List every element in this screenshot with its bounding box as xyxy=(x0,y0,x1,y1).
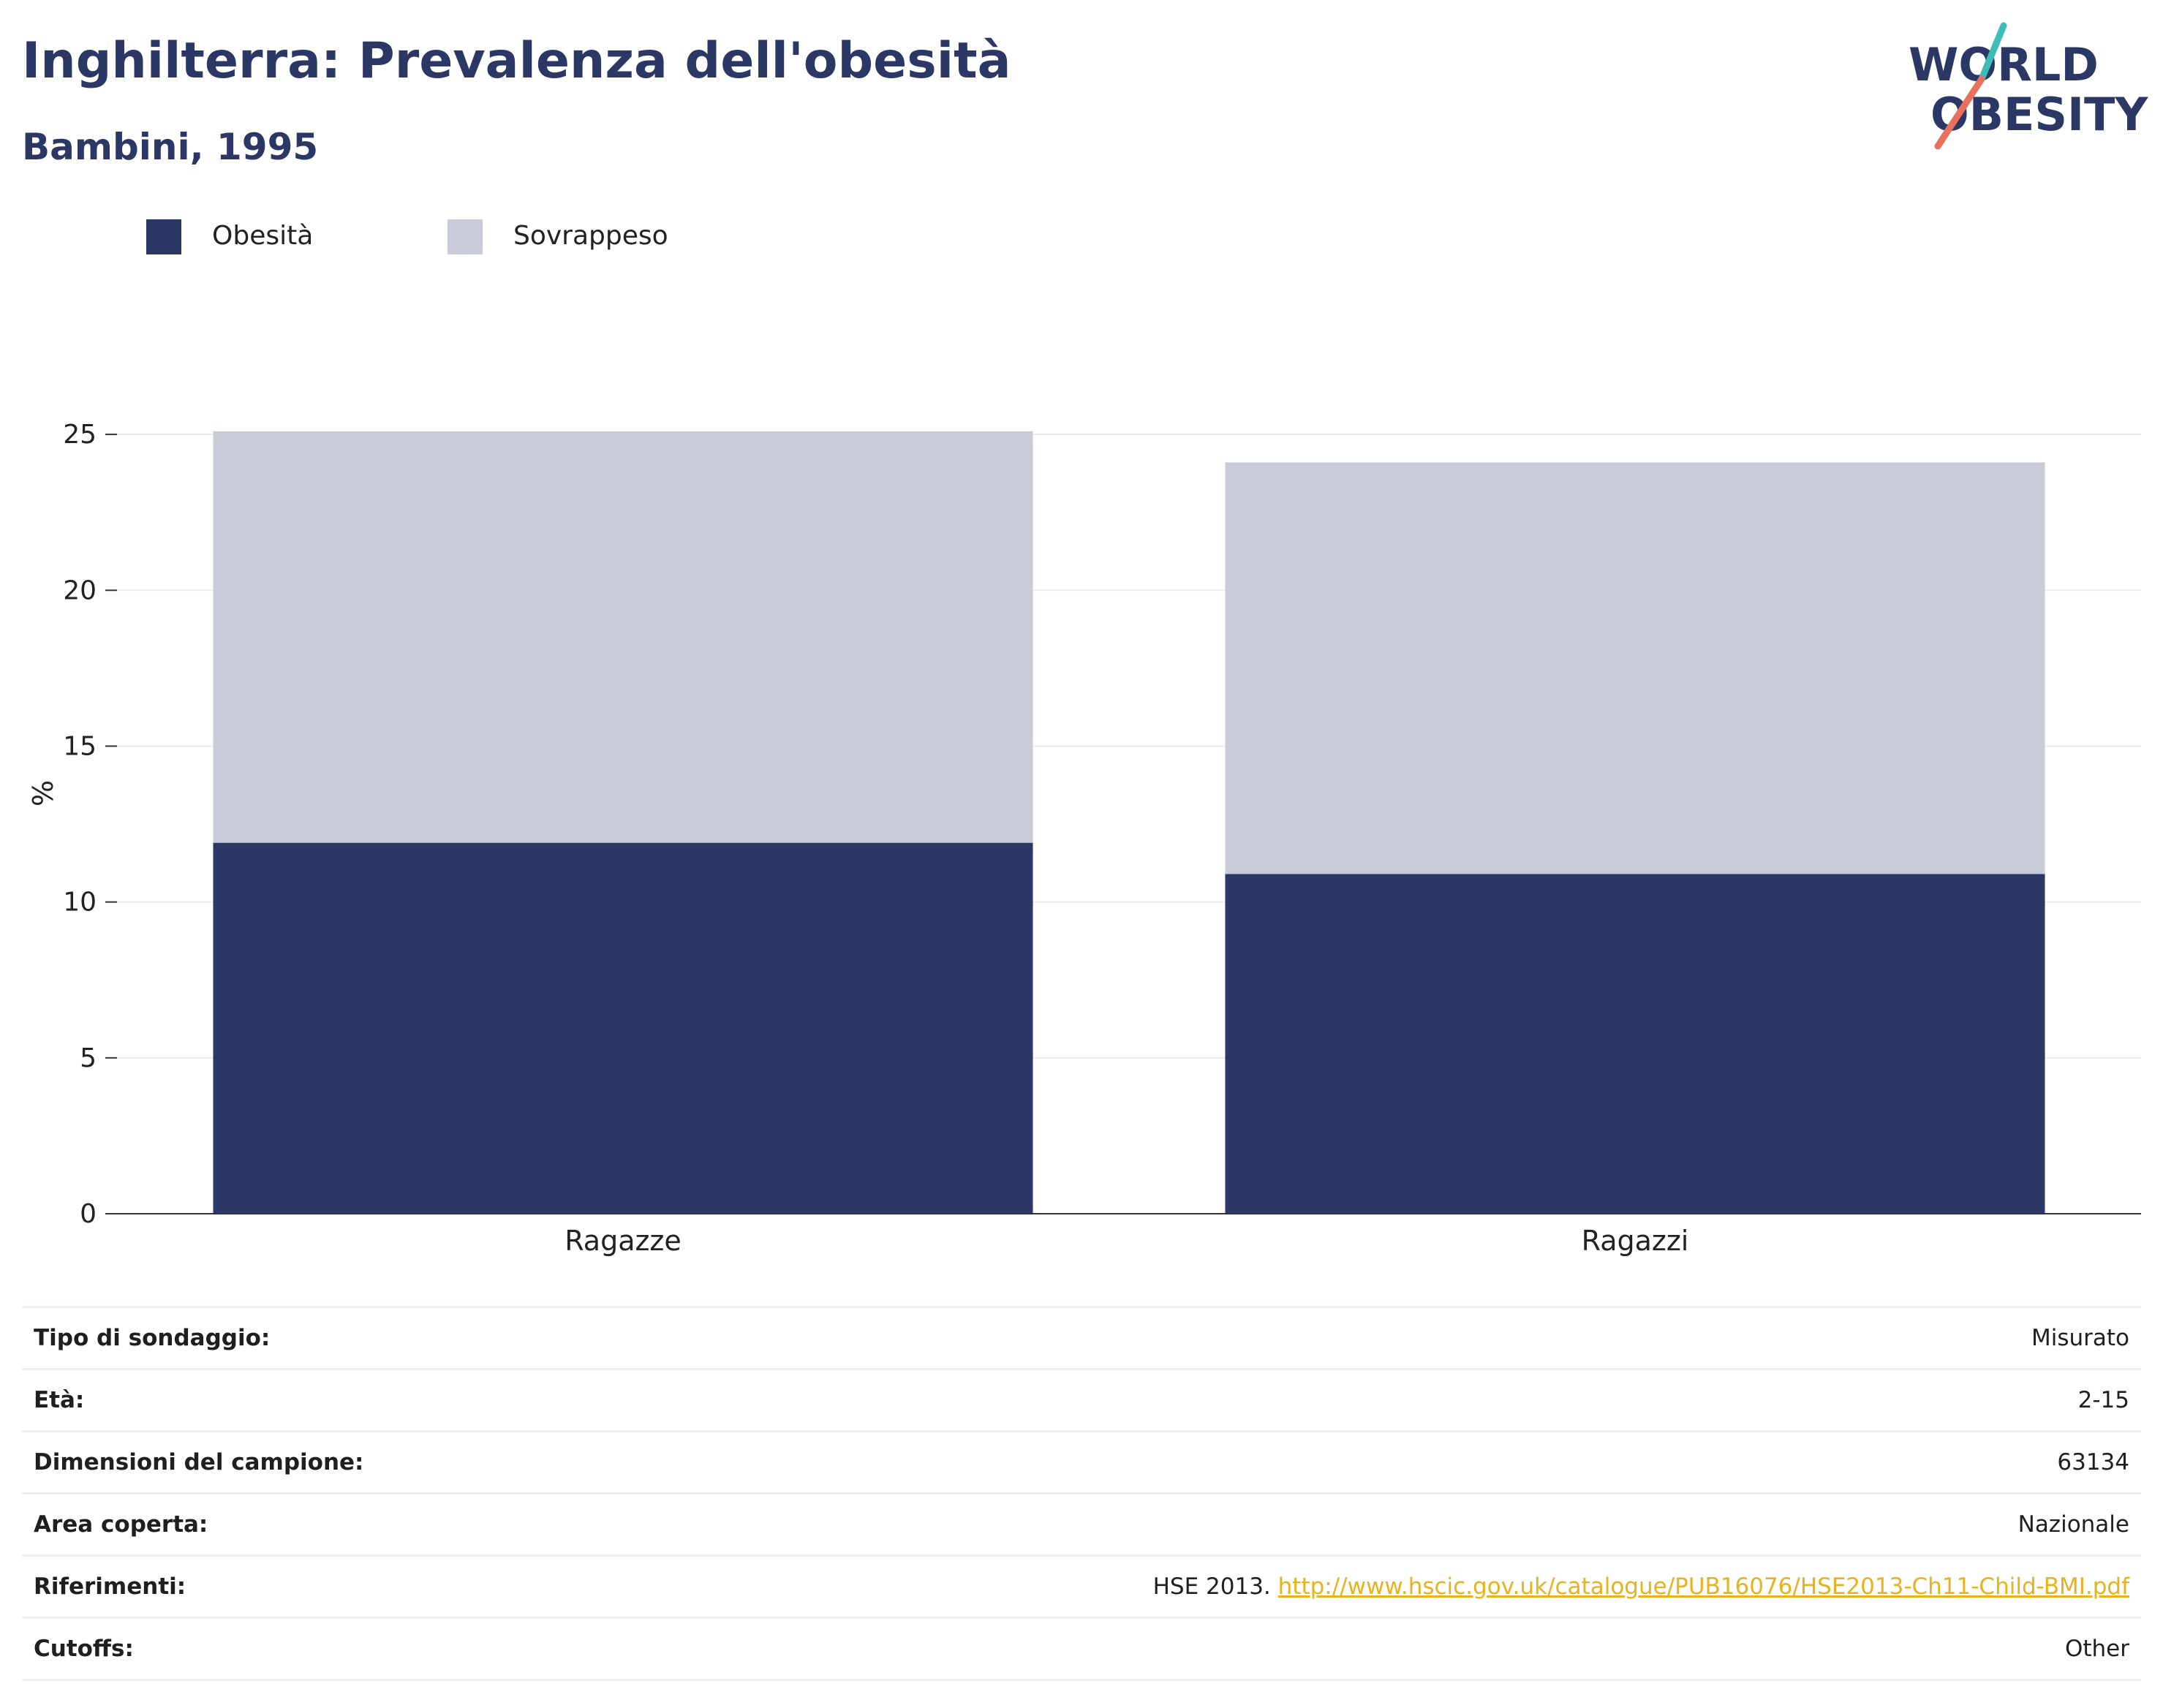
info-value-cell: 63134 xyxy=(575,1431,2141,1494)
legend-label: Obesità xyxy=(212,221,314,251)
info-value: Nazionale xyxy=(2017,1511,2129,1538)
legend-label: Sovrappeso xyxy=(513,221,668,251)
y-tick-label: 25 xyxy=(63,420,97,450)
info-row: Età: 2-15 xyxy=(22,1369,2141,1432)
info-row: Tipo di sondaggio: Misurato xyxy=(22,1306,2141,1370)
bar-chart: 0 5 10 15 20 25 Ragazze Ragazzi % xyxy=(27,420,2141,1257)
info-value: Misurato xyxy=(2031,1325,2129,1351)
reference-link[interactable]: http://www.hscic.gov.uk/catalogue/PUB160… xyxy=(1277,1573,2129,1600)
survey-info-table: Tipo di sondaggio: Misurato Età: 2-15 Dimens… xyxy=(22,1306,2141,1681)
info-value-cell: Other xyxy=(575,1617,2141,1681)
info-key: Tipo di sondaggio: xyxy=(22,1306,575,1370)
info-row: Cutoffs: Other xyxy=(22,1617,2141,1681)
y-tick-label: 5 xyxy=(80,1043,97,1073)
y-tick-label: 15 xyxy=(63,731,97,761)
info-key: Cutoffs: xyxy=(22,1617,575,1681)
bar-obesita-ragazze[interactable] xyxy=(213,842,1033,1214)
bar-obesita-ragazzi[interactable] xyxy=(1225,874,2045,1214)
info-row: Riferimenti: HSE 2013. http://www.hscic.g… xyxy=(22,1555,2141,1619)
info-value: 63134 xyxy=(2057,1449,2129,1475)
info-key: Riferimenti: xyxy=(22,1555,575,1619)
info-value-cell: HSE 2013. http://www.hscic.gov.uk/catalo… xyxy=(575,1555,2141,1619)
logo-line-1: WORLD xyxy=(1909,38,2099,91)
bar-sovrappeso-ragazze[interactable] xyxy=(213,431,1033,843)
y-tick-label: 10 xyxy=(63,888,97,918)
chart-title: Inghilterra: Prevalenza dell'obesità xyxy=(22,32,1011,90)
y-axis-label: % xyxy=(27,780,59,806)
info-value-cell: 2-15 xyxy=(575,1369,2141,1432)
info-row: Dimensioni del campione: 63134 xyxy=(22,1431,2141,1494)
chart-bars xyxy=(213,431,2045,1214)
legend-swatch xyxy=(448,219,483,254)
x-category-label: Ragazze xyxy=(565,1225,682,1257)
info-value-cell: Misurato xyxy=(575,1306,2141,1370)
logo-slash-bottom-icon xyxy=(1934,75,1985,150)
bar-sovrappeso-ragazzi[interactable] xyxy=(1225,462,2045,874)
chart-subtitle: Bambini, 1995 xyxy=(22,126,319,168)
info-key: Dimensioni del campione: xyxy=(22,1431,575,1494)
legend-swatch xyxy=(146,219,181,254)
y-tick-label: 20 xyxy=(63,575,97,605)
info-key: Età: xyxy=(22,1369,575,1432)
logo-slash-top-icon xyxy=(1978,22,2007,83)
y-tick-label: 0 xyxy=(80,1199,97,1229)
world-obesity-logo: WORLD OBESITY xyxy=(1909,22,2148,150)
chart-axes: 0 5 10 15 20 25 Ragazze Ragazzi xyxy=(63,420,2141,1257)
info-value: Other xyxy=(2064,1636,2129,1662)
info-value-cell: Nazionale xyxy=(575,1493,2141,1557)
x-category-label: Ragazzi xyxy=(1582,1225,1689,1257)
info-key: Area coperta: xyxy=(22,1493,575,1557)
info-value: 2-15 xyxy=(2077,1387,2129,1413)
info-row: Area coperta: Nazionale xyxy=(22,1493,2141,1557)
info-value: HSE 2013. xyxy=(1152,1573,1271,1600)
logo-line-2: OBESITY xyxy=(1930,88,2148,141)
